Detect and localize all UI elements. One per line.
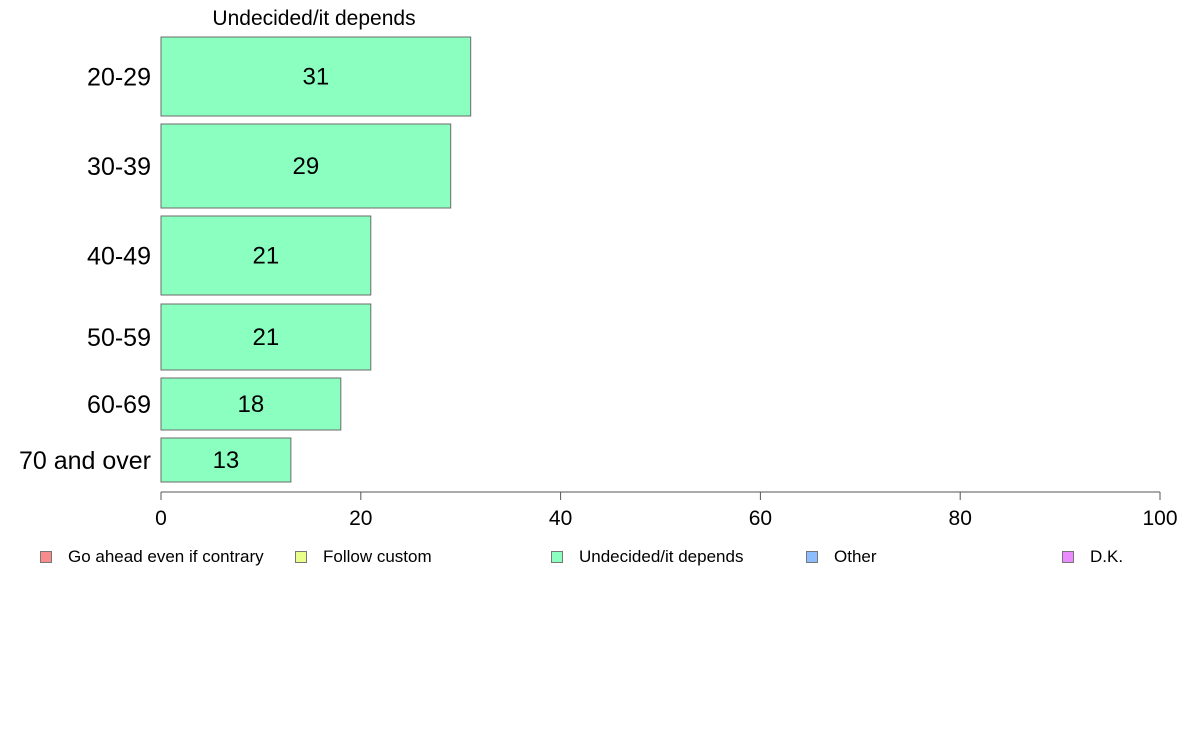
- x-tick-label: 60: [749, 507, 772, 530]
- bar: [160, 36, 472, 117]
- legend-label: Follow custom: [323, 547, 432, 566]
- category-label: 20-29: [87, 64, 151, 92]
- bars: 31 20-29 29 30-39 21 40-49 21 50-59 18 60-69 13 70 …: [19, 36, 472, 483]
- chart: Undecided/it depends 31 20-29 29 30-39 21 40-…: [19, 7, 1178, 530]
- legend-swatch: [1062, 551, 1074, 563]
- chart-title: Undecided/it depends: [212, 7, 415, 30]
- bar-value-label: 21: [253, 324, 280, 351]
- legend-item: Follow custom: [295, 546, 432, 568]
- bar: [160, 215, 372, 296]
- category-label: 30-39: [87, 153, 151, 181]
- category-label: 70 and over: [19, 447, 151, 475]
- legend-label: D.K.: [1090, 547, 1124, 566]
- legend-label: Other: [834, 547, 877, 566]
- legend-label: Go ahead even if contrary: [68, 547, 264, 566]
- legend-item: D.K.: [1062, 546, 1123, 568]
- category-label: 50-59: [87, 324, 151, 352]
- legend-swatch: [551, 551, 563, 563]
- bar: [160, 303, 372, 371]
- x-tick-label: 40: [549, 507, 572, 530]
- bar-value-label: 13: [213, 447, 240, 474]
- bar: [160, 377, 342, 431]
- legend-item: Go ahead even if contrary: [40, 546, 264, 568]
- x-tick-label: 80: [949, 507, 972, 530]
- legend-item: Undecided/it depends: [551, 546, 743, 568]
- x-tick-label: 20: [349, 507, 372, 530]
- bar-value-label: 18: [238, 391, 265, 418]
- bar-value-label: 31: [302, 64, 329, 91]
- legend-label: Undecided/it depends: [579, 547, 744, 566]
- legend-item: Other: [806, 546, 877, 568]
- legend-swatch: [806, 551, 818, 563]
- category-label: 60-69: [87, 391, 151, 419]
- bar-value-label: 21: [253, 243, 280, 270]
- bar-value-label: 29: [293, 153, 320, 180]
- x-axis: 0 20 40 60 80 100: [155, 491, 1178, 530]
- x-tick-label: 100: [1142, 507, 1177, 530]
- legend: Go ahead even if contrary Follow custom …: [0, 546, 1188, 568]
- x-tick-label: 0: [155, 507, 167, 530]
- bar: [160, 437, 292, 483]
- category-label: 40-49: [87, 243, 151, 271]
- bar: [160, 123, 452, 209]
- legend-swatch: [295, 551, 307, 563]
- legend-swatch: [40, 551, 52, 563]
